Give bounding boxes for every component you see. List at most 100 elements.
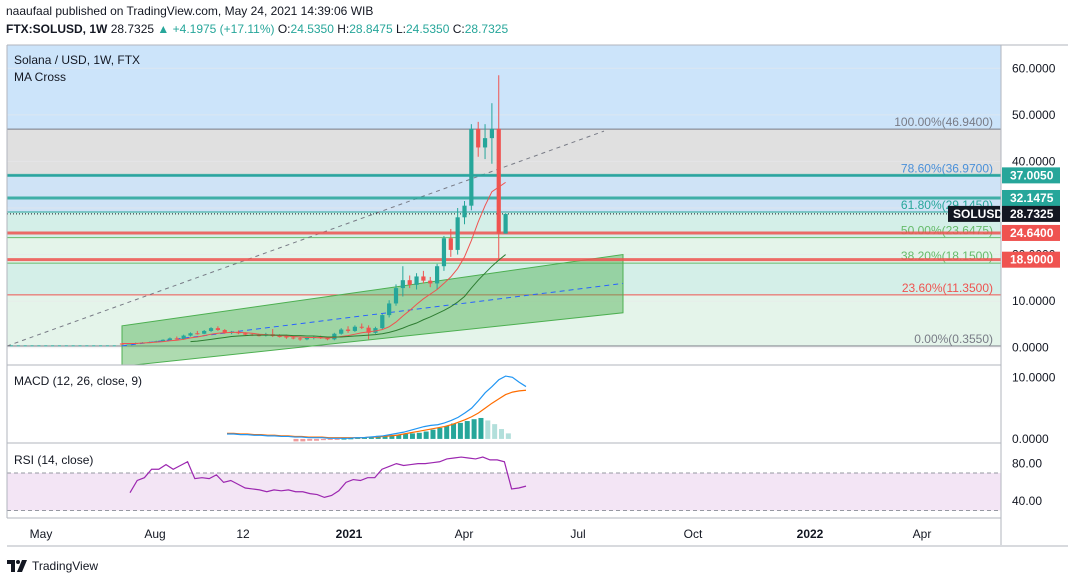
macd-y-tick-label: 0.0000 <box>1012 432 1049 446</box>
candle-body <box>222 330 227 333</box>
candle-body <box>400 280 405 289</box>
macd-histogram-bar <box>403 433 409 439</box>
ma-fast-line <box>122 181 506 345</box>
macd-histogram-bar <box>396 434 402 439</box>
x-tick-label: Aug <box>144 527 165 541</box>
x-tick-label: 12 <box>236 527 250 541</box>
candle-body <box>345 329 351 331</box>
macd-histogram-bar <box>382 435 388 439</box>
fib-zone-top <box>7 45 1001 130</box>
macd-histogram-bar <box>355 437 361 439</box>
macd-histogram-bar <box>485 420 491 439</box>
candle-body <box>352 326 357 331</box>
macd-histogram-bar <box>334 438 340 440</box>
fib-level-label: 100.00%(46.9400) <box>894 115 993 129</box>
chart-legend-title: Solana / USD, 1W, FTX <box>14 53 140 67</box>
macd-histogram-bar <box>389 435 395 439</box>
candle-body <box>215 328 220 331</box>
macd-signal-line <box>227 389 527 439</box>
rsi-band <box>7 473 1001 511</box>
rsi-title: RSI (14, close) <box>14 453 93 467</box>
candle-body <box>414 276 419 285</box>
candle-body <box>325 337 330 340</box>
candle-body <box>284 336 289 338</box>
candle-body <box>441 238 447 267</box>
candle-body <box>174 338 179 340</box>
macd-histogram-bar <box>499 429 504 439</box>
macd-line <box>227 375 527 439</box>
candle-body <box>366 327 371 333</box>
y-tick-label: 40.0000 <box>1012 154 1056 168</box>
high-value: 28.8475 <box>349 22 393 36</box>
macd-histogram-bar <box>430 429 436 439</box>
macd-histogram-bar <box>478 417 484 439</box>
symbol-tag-label: SOLUSD <box>953 207 1003 221</box>
low-label: L: <box>395 22 406 36</box>
fib-level-label: 78.60%(36.9700) <box>901 162 993 176</box>
last-price: 28.7325 <box>110 22 155 36</box>
macd-histogram-bar <box>464 421 470 439</box>
macd-y-tick-label: 10.0000 <box>1012 370 1056 384</box>
macd-histogram-bar <box>293 438 299 442</box>
x-tick-label: Apr <box>455 527 474 541</box>
candle-body <box>195 333 200 335</box>
candle-body <box>496 128 501 234</box>
candle-body <box>421 276 426 281</box>
price-tag-label: 24.6400 <box>1010 226 1054 240</box>
rsi-y-tick-label: 40.00 <box>1012 494 1042 508</box>
candle-body <box>298 338 303 340</box>
rsi-pane-bg <box>7 443 1001 518</box>
y-tick-label: 50.0000 <box>1012 108 1056 122</box>
candle-body <box>181 335 186 340</box>
candle-body <box>393 288 399 304</box>
candle-body <box>208 328 214 331</box>
candle-body <box>167 338 173 340</box>
price-tag-label: 32.1475 <box>1010 191 1054 205</box>
low-value: 24.5350 <box>406 22 450 36</box>
macd-histogram-bar <box>341 438 347 440</box>
close-label: C: <box>452 22 465 36</box>
macd-histogram-bar <box>409 433 415 439</box>
fib-level-label: 0.00%(0.3550) <box>914 332 993 346</box>
fib-zone <box>7 263 1001 295</box>
price-tag-label: 18.9000 <box>1010 253 1054 267</box>
tradingview-logo-icon <box>7 560 27 572</box>
price-tag <box>1002 251 1060 268</box>
macd-histogram-bar <box>320 438 326 441</box>
candle-body <box>161 339 166 342</box>
candle-body <box>243 333 248 335</box>
candle-body <box>359 326 364 328</box>
candle-body <box>428 280 433 284</box>
price-tag-label: 37.0050 <box>1010 168 1054 182</box>
candle-body <box>469 128 474 206</box>
macd-histogram-bar <box>492 424 498 439</box>
macd-histogram-bar <box>505 433 511 439</box>
macd-histogram-bar <box>457 422 463 439</box>
candle-body <box>387 303 392 316</box>
y-tick-label: 0.0000 <box>1012 341 1049 355</box>
macd-histogram-bar <box>471 419 477 439</box>
symbol-label[interactable]: FTX:SOLUSD, 1W <box>6 22 108 36</box>
price-tag <box>1002 205 1060 222</box>
candle-body <box>202 330 207 334</box>
candle-body <box>339 329 344 334</box>
candle-body <box>380 315 385 329</box>
footer-brand[interactable]: TradingView <box>6 559 98 573</box>
candle-body <box>455 217 460 250</box>
open-label: O: <box>277 22 291 36</box>
fib-zone <box>7 294 1001 347</box>
x-tick-label: 2021 <box>336 527 363 541</box>
candle-body <box>482 138 488 148</box>
fib-trendline <box>6 130 605 347</box>
candle-body <box>188 333 193 336</box>
candle-body <box>291 337 296 339</box>
candle-body <box>462 205 467 218</box>
macd-histogram-bar <box>416 432 422 439</box>
fib-level-label: 23.60%(11.3500) <box>902 281 993 295</box>
candle-body <box>435 266 440 284</box>
fib-level-label: 50.00%(23.6475) <box>901 224 993 238</box>
high-label: H: <box>337 22 350 36</box>
rsi-line <box>129 456 527 499</box>
macd-histogram-bar <box>314 438 320 441</box>
